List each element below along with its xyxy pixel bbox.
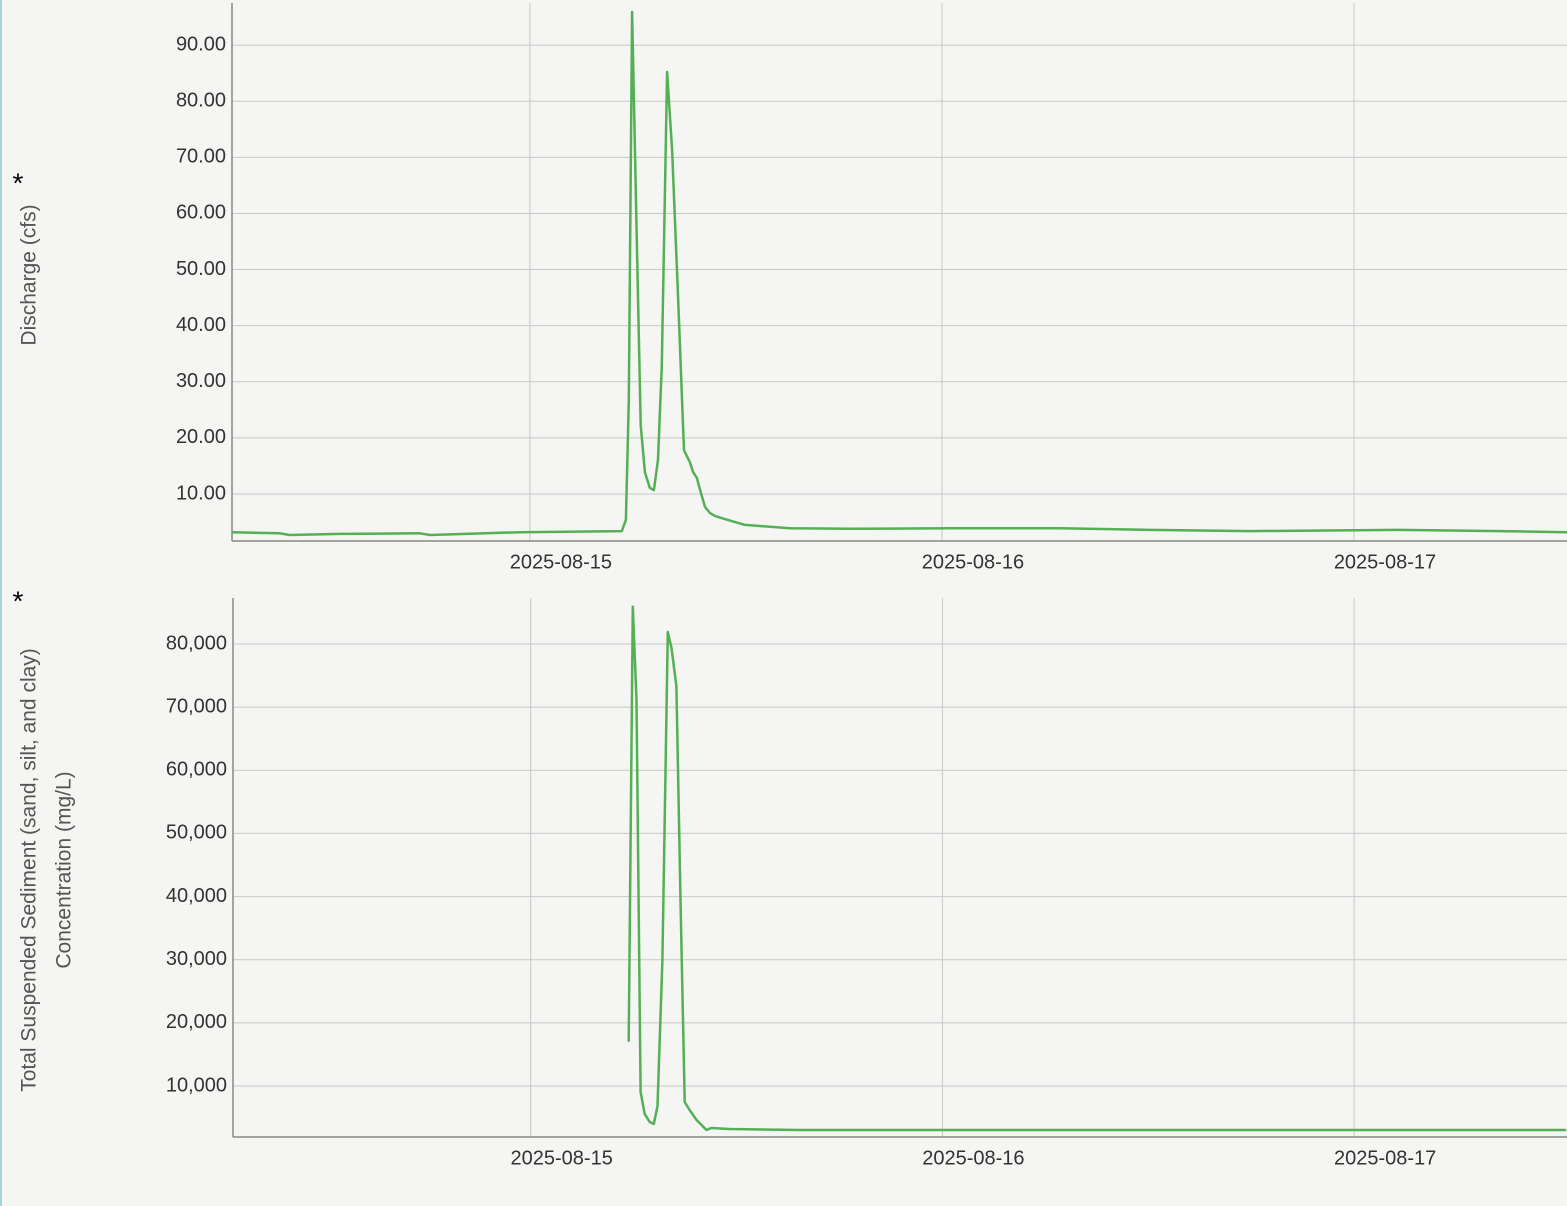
data-line — [627, 605, 1567, 1132]
annotation: * — [13, 585, 24, 616]
y-tick-label: 80.00 — [176, 89, 226, 111]
y-tick-label: 30,000 — [166, 948, 227, 970]
x-tick-label: 2025-08-17 — [1334, 1147, 1436, 1169]
y-tick-label: 50.00 — [176, 258, 226, 280]
x-tick-label: 2025-08-15 — [511, 1147, 613, 1169]
y-tick-label: 30.00 — [176, 370, 226, 392]
y-tick-label: 60.00 — [176, 202, 226, 224]
y-tick-label: 10,000 — [166, 1074, 227, 1096]
y-tick-label: 60,000 — [166, 759, 227, 781]
y-tick-label: 40.00 — [176, 314, 226, 336]
y-tick-label: 20.00 — [176, 426, 226, 448]
y-tick-label: 70.00 — [176, 146, 226, 168]
y-tick-label: 90.00 — [176, 33, 226, 55]
y-tick-label: 80,000 — [166, 632, 227, 654]
y-axis-label: Discharge (cfs) — [18, 204, 41, 345]
y-tick-label: 40,000 — [166, 885, 227, 907]
data-line — [231, 10, 1567, 537]
y-axis-label: Total Suspended Sediment (sand, silt, an… — [18, 648, 41, 1092]
y-axis-label: Concentration (mg/L) — [53, 771, 76, 968]
x-tick-label: 2025-08-17 — [1334, 551, 1436, 573]
annotation: * — [13, 167, 24, 198]
y-tick-label: 10.00 — [176, 482, 226, 504]
x-tick-label: 2025-08-16 — [922, 1147, 1024, 1169]
x-tick-label: 2025-08-15 — [510, 551, 612, 573]
y-tick-label: 50,000 — [166, 822, 227, 844]
y-tick-label: 70,000 — [166, 695, 227, 717]
x-tick-label: 2025-08-16 — [922, 551, 1024, 573]
y-tick-label: 20,000 — [166, 1011, 227, 1033]
left-border — [0, 0, 2, 1206]
